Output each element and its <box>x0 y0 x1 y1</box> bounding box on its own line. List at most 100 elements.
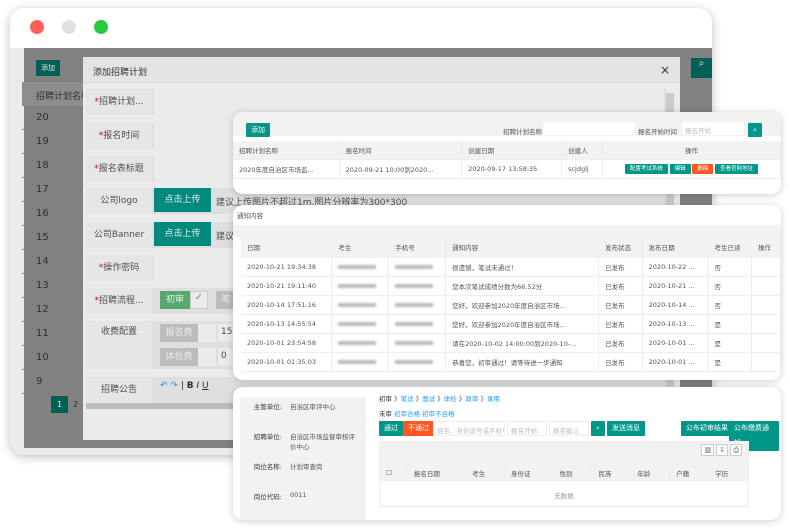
notice-actions <box>751 276 781 296</box>
filter-fail[interactable]: 初审不合格 <box>422 410 455 418</box>
notice-content: 您好，欢迎参加2020年度自治区市场... <box>445 314 600 334</box>
notice-read: 是 <box>707 352 752 372</box>
bg-add-button[interactable]: 添加 <box>36 60 60 76</box>
empty-state: 无数据 <box>554 491 574 500</box>
notice-date: 2020-10-21 19:11:40 <box>241 276 333 296</box>
step-link[interactable]: 录用 <box>486 395 500 403</box>
fee-checkbox-signup[interactable] <box>198 324 216 342</box>
step-link[interactable]: 政审 <box>465 395 479 403</box>
process-step-first-review[interactable]: 初审 <box>160 291 190 309</box>
bg-row: 19 <box>22 130 102 154</box>
plan-creator: scjdglj <box>561 159 603 179</box>
filter-pass[interactable]: 初审合格 <box>394 410 421 418</box>
redacted-name <box>338 359 377 364</box>
maximize-window-button[interactable] <box>94 20 108 34</box>
page-2-button[interactable]: 2 <box>73 400 79 409</box>
process-step-written[interactable]: 笔 <box>216 291 236 309</box>
edit-button[interactable]: 编辑 <box>669 163 691 174</box>
column-header: 考生已读 <box>707 237 752 258</box>
chevron-icon: 》 <box>478 395 487 403</box>
banner-hint: 建议_ <box>216 232 239 242</box>
info-row: 岗位代码: 0011 <box>240 487 366 517</box>
label-process: 招聘流程... <box>98 296 144 306</box>
end-date-input[interactable]: 报名截止 <box>549 421 589 436</box>
search-button[interactable]: ⌕ <box>748 123 762 137</box>
label-form-title: 报名表标题 <box>98 164 144 174</box>
label-logo: 公司logo <box>86 188 152 214</box>
info-row: 主管单位: 自治区审评中心 <box>240 397 366 427</box>
fail-button[interactable]: 不通过 <box>403 421 434 436</box>
notice-status: 已发布 <box>598 257 643 277</box>
upload-banner-button[interactable]: 点击上传 <box>154 222 211 246</box>
notice-date: 2020-10-21 19:34:38 <box>241 257 333 277</box>
redacted-phone <box>395 359 434 364</box>
fee-checkbox-exam[interactable] <box>198 348 216 366</box>
close-window-button[interactable] <box>30 20 44 34</box>
export-icon[interactable]: ⇩ <box>716 444 729 456</box>
bg-row: 18 <box>22 154 102 178</box>
search-input[interactable]: 姓名、身份证号或手机号 <box>433 421 505 436</box>
notice-pub: 2020-10-21 ... <box>642 276 709 296</box>
table-row: 2020-10-21 19:11:40 您本次笔试成绩分数为66.52分 已发布 20… <box>241 276 781 296</box>
config-exam-button[interactable]: 配置考试系统 <box>624 163 668 174</box>
notice-read: 否 <box>707 295 752 315</box>
step-link[interactable]: 初审 <box>379 395 392 403</box>
search-icon[interactable]: ⌕ <box>591 421 605 436</box>
info-row: 招聘单位: 自治区市场监督审核评价中心 <box>240 427 366 457</box>
bg-search-button[interactable]: ⌕ <box>691 58 712 78</box>
redacted-name <box>338 340 377 345</box>
logo-hint: 建议上传图片不超过1m,图片分辨率为300*300 <box>216 198 408 208</box>
notice-pub: 2020-10-01 ... <box>642 352 709 372</box>
select-all-checkbox[interactable]: ☐ <box>380 466 408 481</box>
label-fees: 收费配置 <box>86 321 152 369</box>
plan-name-input[interactable] <box>154 89 664 115</box>
start-date-input[interactable]: 报名开始 <box>507 421 547 436</box>
notice-actions <box>751 257 781 277</box>
notice-content: 请在2020-10-02 14:00:00到2020-10-... <box>445 333 600 353</box>
column-header: 学历 <box>708 466 748 481</box>
page-1-button[interactable]: 1 <box>51 396 68 413</box>
bg-row: 9 <box>22 370 102 394</box>
editor-toolbar[interactable]: ↶ ↷ | B I U <box>160 381 209 391</box>
step-link[interactable]: 面试 <box>422 395 436 403</box>
start-time-input[interactable]: 报名开始 <box>682 122 744 135</box>
label-signup-time: 报名时间 <box>103 131 140 141</box>
bg-row: 14 <box>22 250 102 274</box>
table-row: 2020年度自治区市场监... 2020-09-21 10:00到2020...… <box>233 159 781 179</box>
column-header: 报名日期 <box>407 466 467 481</box>
plan-time: 2020-09-21 10:00到2020... <box>339 159 463 179</box>
notice-card: 通知内容 日期 考生 手机号 通知内容 发布状态 发布日期 考生已读 操作 2020-10-21… <box>233 205 781 380</box>
step-link[interactable]: 笔试 <box>400 395 414 403</box>
pass-button[interactable]: 通过 <box>379 421 403 436</box>
upload-logo-button[interactable]: 点击上传 <box>154 188 211 212</box>
start-time-label: 报名开始时间 <box>638 128 677 136</box>
columns-icon[interactable]: ▥ <box>701 444 715 456</box>
fee-label-signup: 报名费 <box>160 324 198 342</box>
search-name-input[interactable] <box>543 122 635 135</box>
redacted-phone <box>395 340 434 345</box>
notice-date: 2020-10-01 01:35:03 <box>241 352 333 372</box>
bg-row: 15 <box>22 226 102 250</box>
delete-button[interactable]: 删除 <box>692 163 714 174</box>
column-header: 发布日期 <box>642 237 709 258</box>
print-icon[interactable]: ⎙ <box>730 444 742 456</box>
send-message-button[interactable]: 发送消息 <box>607 421 645 436</box>
check-icon[interactable]: ✓ <box>190 291 208 309</box>
close-icon[interactable]: × <box>659 63 670 77</box>
minimize-window-button[interactable] <box>62 20 76 34</box>
add-plan-button[interactable]: 添加 <box>246 123 270 137</box>
label-plan-name: 招聘计划... <box>98 97 144 107</box>
step-link[interactable]: 体检 <box>443 395 457 403</box>
bg-row: 20 <box>22 106 102 130</box>
table-row: 2020-10-21 19:34:38 很遗憾，笔试未通过！ 已发布 2020-10-… <box>241 257 781 277</box>
publish-result-button[interactable]: 公布初审结果 <box>681 421 733 436</box>
column-header: 户籍 <box>669 466 710 481</box>
review-card: 主管单位: 自治区审评中心 招聘单位: 自治区市场监督审核评价中心 岗位名称: 计划审查岗… <box>233 387 781 520</box>
info-key: 岗位代码: <box>253 493 282 501</box>
chevron-icon: 》 <box>435 395 444 403</box>
bg-row: 12 <box>22 298 102 322</box>
column-header: 性别 <box>553 466 593 481</box>
redacted-phone <box>395 264 434 269</box>
view-site-button[interactable]: 查看官网地址 <box>715 163 759 174</box>
column-header: 民族 <box>591 466 632 481</box>
